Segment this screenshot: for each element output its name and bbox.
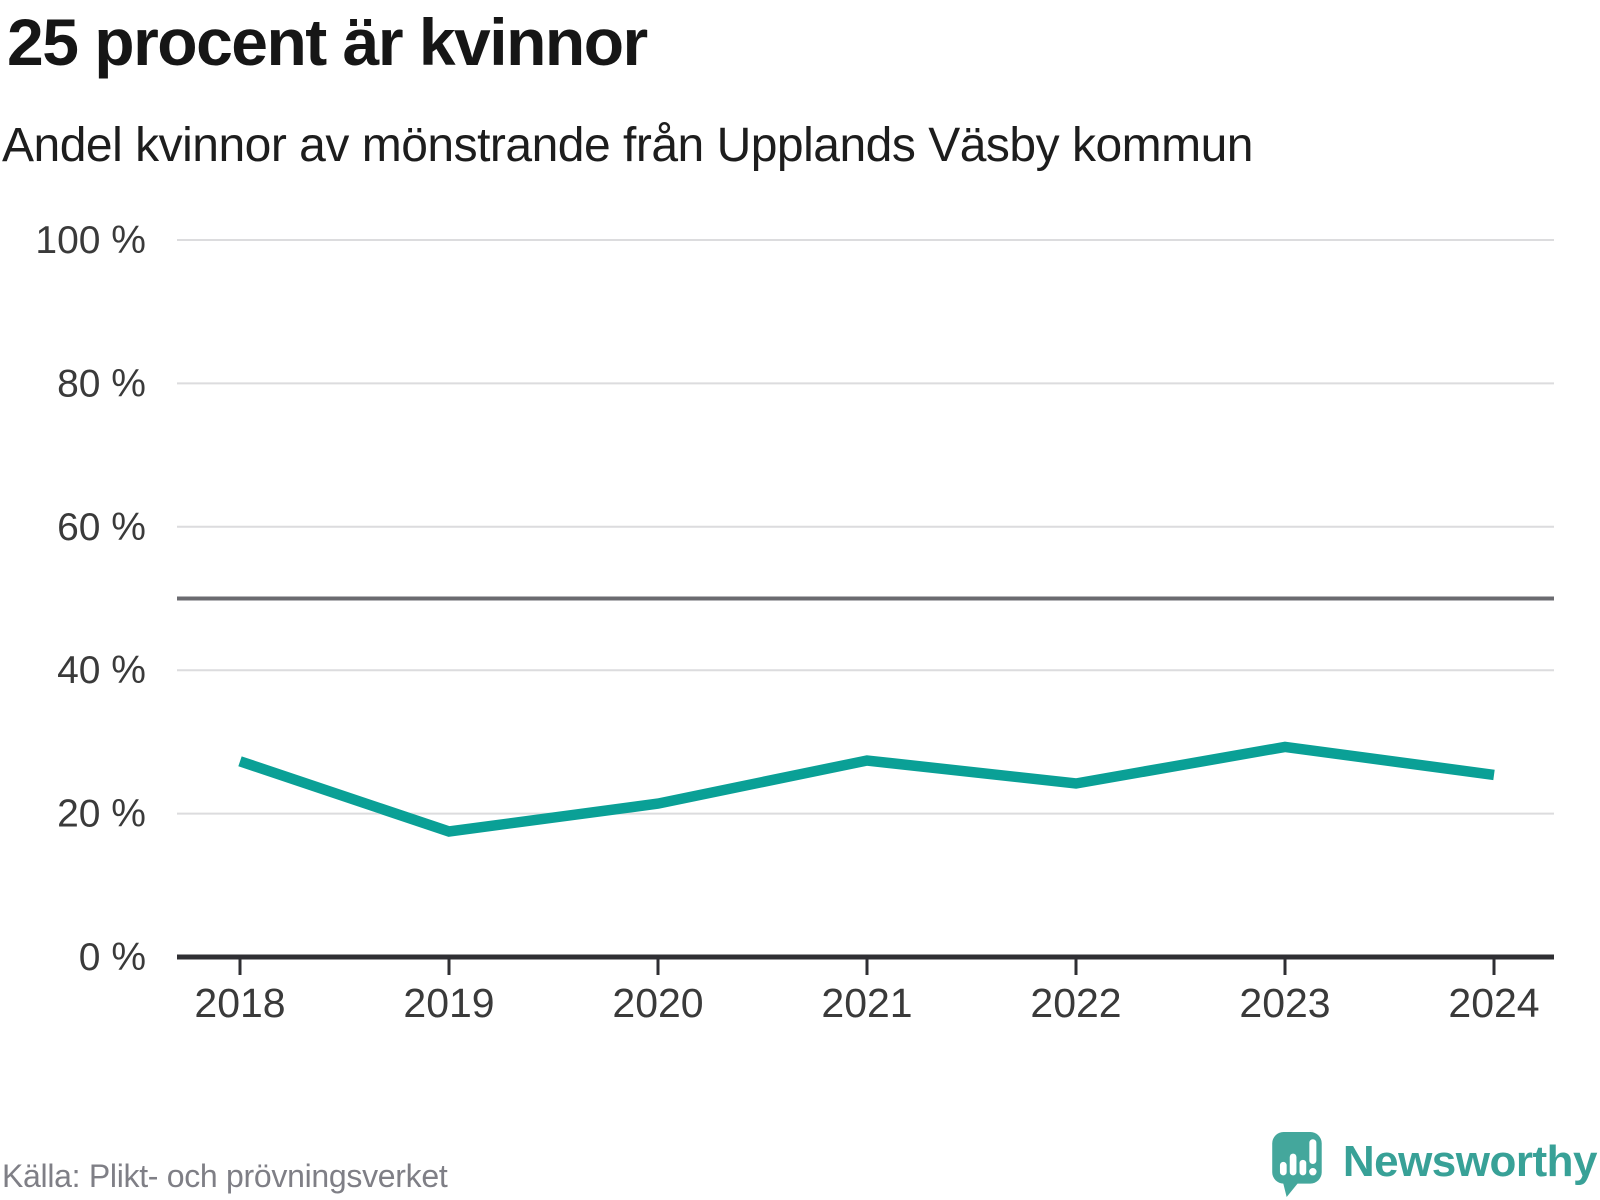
brand-name: Newsworthy xyxy=(1342,1137,1598,1186)
y-tick-label-60: 60 % xyxy=(57,506,146,549)
y-tick-label-100: 100 % xyxy=(35,219,146,262)
x-tick-label-2021: 2021 xyxy=(821,980,912,1026)
y-tick-label-20: 20 % xyxy=(57,793,146,836)
source-note: Källa: Plikt- och prövningsverket xyxy=(2,1158,448,1194)
x-tick-label-2020: 2020 xyxy=(612,980,703,1026)
chart-title: 25 procent är kvinnor xyxy=(7,5,648,79)
data-line-andel-kvinnor-av-mönstrande xyxy=(238,741,1495,837)
x-tick-label-2023: 2023 xyxy=(1239,980,1330,1026)
x-tick-label-2022: 2022 xyxy=(1030,980,1121,1026)
brand-lockup: Newsworthy xyxy=(1272,1132,1598,1198)
chart-subtitle: Andel kvinnor av mönstrande från Uppland… xyxy=(2,119,1254,172)
y-tick-label-0: 0 % xyxy=(79,936,146,979)
y-tick-label-40: 40 % xyxy=(57,649,146,692)
y-tick-label-80: 80 % xyxy=(57,362,146,405)
x-tick-label-2024: 2024 xyxy=(1448,980,1539,1026)
x-tick-label-2019: 2019 xyxy=(403,980,494,1026)
newsworthy-logo-icon xyxy=(1272,1132,1322,1197)
x-tick-label-2018: 2018 xyxy=(194,980,285,1026)
